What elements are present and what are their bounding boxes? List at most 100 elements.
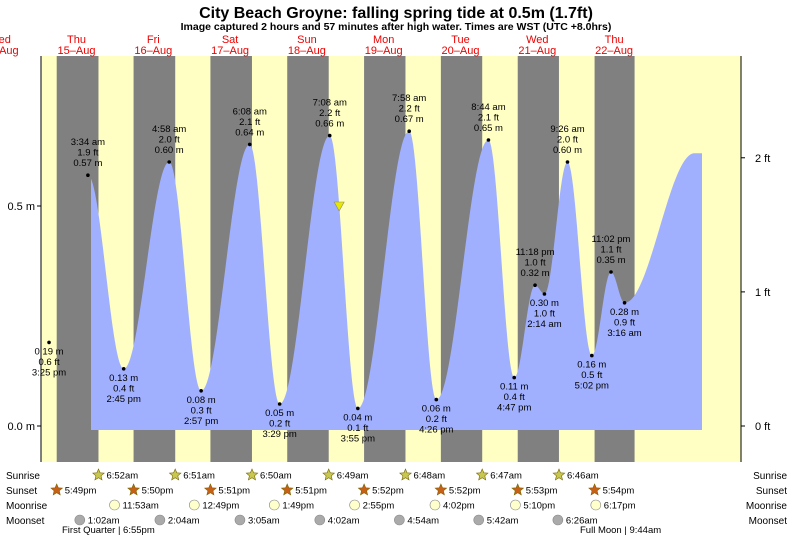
sunrise-star-icon — [552, 468, 566, 481]
moonset-time: 5:42am — [487, 516, 519, 527]
extreme-label: 2.2 ft — [399, 104, 420, 115]
day-label-date: 19–Aug — [365, 45, 403, 57]
moonrise-row-label-right: Moonrise — [746, 501, 788, 512]
sunset-row-label-right: Sunset — [756, 486, 787, 497]
day-label-dow: Fri — [147, 34, 160, 46]
sunset-time: 5:52pm — [372, 486, 404, 497]
extreme-label: 1.1 ft — [600, 245, 621, 256]
day-label-date: 21–Aug — [518, 45, 556, 57]
extreme-label: 3:16 am — [607, 328, 641, 339]
moonset-moon-icon — [74, 514, 86, 526]
sunset-time: 5:51pm — [218, 486, 250, 497]
day-label-date: 18–Aug — [288, 45, 326, 57]
extreme-label: 2.0 ft — [159, 135, 180, 146]
sunrise-time: 6:51am — [183, 471, 215, 482]
sunset-time: 5:51pm — [295, 486, 327, 497]
moonrise-time: 5:10pm — [523, 501, 555, 512]
extreme-label: 3:55 pm — [341, 433, 375, 444]
extreme-point — [533, 283, 537, 288]
sunset-star-icon — [127, 483, 141, 496]
extreme-label: 0.65 m — [474, 123, 503, 134]
day-label-date: 22–Aug — [595, 45, 633, 57]
extreme-point — [512, 375, 517, 380]
left-tick-label: 0.0 m — [7, 421, 35, 433]
sunrise-time: 6:50am — [260, 471, 292, 482]
extreme-label: 11:18 pm — [516, 247, 555, 258]
extreme-label: 0.67 m — [395, 114, 424, 125]
moonrise-moon-icon — [269, 499, 280, 511]
day-label-date: 20–Aug — [442, 45, 480, 57]
sunset-time: 5:52pm — [449, 486, 481, 497]
moonset-moon-icon — [154, 514, 166, 526]
extreme-label: 4:26 pm — [419, 425, 453, 436]
extreme-point — [609, 270, 613, 274]
sunrise-time: 6:47am — [490, 471, 522, 482]
extreme-label: 9:26 am — [550, 124, 584, 135]
right-tick-label: 2 ft — [755, 153, 770, 165]
sunset-star-icon — [434, 483, 448, 496]
extreme-label: 0.32 m — [521, 268, 550, 279]
extreme-point — [407, 129, 411, 133]
moonrise-moon-icon — [429, 499, 441, 511]
moonset-moon-icon — [314, 514, 326, 526]
extreme-label: 0.60 m — [155, 145, 184, 156]
sunset-star-icon — [357, 483, 371, 496]
moon-phase-label: Full Moon | 9:44am — [580, 525, 661, 536]
moonset-time: 6:26am — [566, 516, 598, 527]
day-label-dow: Sat — [222, 34, 239, 46]
moonrise-time: 6:17pm — [604, 501, 636, 512]
extreme-point — [486, 138, 491, 142]
extreme-label: 0.60 m — [553, 145, 582, 156]
extreme-point — [199, 389, 203, 393]
sunset-time: 5:54pm — [603, 486, 635, 497]
extreme-point — [356, 406, 360, 411]
extreme-point — [167, 160, 171, 164]
extreme-label: 2.1 ft — [478, 113, 499, 124]
moonset-time: 1:02am — [88, 516, 120, 527]
day-label-date: 17–Aug — [211, 45, 249, 57]
moonset-time: 3:05am — [248, 516, 280, 527]
extreme-label: 0.08 m — [187, 395, 216, 406]
extreme-point — [434, 397, 439, 402]
extreme-point — [542, 292, 547, 296]
moonrise-moon-icon — [109, 499, 120, 511]
sunset-time: 5:49pm — [65, 486, 97, 497]
extreme-label: 11:02 pm — [592, 234, 631, 245]
extreme-label: 2.0 ft — [557, 135, 578, 146]
current-level-marker — [333, 201, 345, 212]
day-label-date: 15–Aug — [58, 45, 96, 57]
extreme-point — [590, 353, 594, 358]
extreme-label: 1.0 ft — [534, 309, 555, 320]
sunset-star-icon — [280, 483, 294, 496]
day-label-date: 16–Aug — [134, 45, 172, 57]
sunrise-star-icon — [92, 468, 105, 481]
sunrise-time: 6:49am — [337, 471, 369, 482]
extreme-label: 0.2 ft — [426, 414, 447, 425]
chart-subtitle: Image captured 2 hours and 57 minutes af… — [181, 21, 612, 33]
sunset-time: 5:53pm — [526, 486, 558, 497]
day-label-dow: Wed — [526, 34, 548, 46]
extreme-label: 2.1 ft — [239, 117, 260, 128]
sunrise-time: 6:46am — [567, 471, 599, 482]
extreme-label: 2:45 pm — [107, 394, 141, 405]
sunset-time: 5:50pm — [142, 486, 174, 497]
extreme-label: 0.2 ft — [269, 419, 290, 430]
sunrise-star-icon — [475, 468, 489, 481]
sunset-row-label-left: Sunset — [6, 486, 37, 497]
day-label-dow: Thu — [67, 34, 86, 46]
chart-title: City Beach Groyne: falling spring tide a… — [199, 5, 593, 22]
tide-area — [91, 131, 702, 430]
moonset-moon-icon — [473, 514, 485, 526]
extreme-label: 0.3 ft — [191, 405, 212, 416]
sunrise-star-icon — [168, 468, 182, 481]
extreme-label: 0.11 m — [500, 382, 528, 393]
extreme-label: 0.9 ft — [614, 317, 635, 328]
extreme-label: 1.9 ft — [77, 148, 98, 159]
extreme-point — [277, 402, 282, 406]
extreme-label: 4:58 am — [152, 124, 186, 135]
moonrise-time: 12:49pm — [202, 501, 239, 512]
sunset-star-icon — [50, 483, 64, 496]
extreme-label: 0.1 ft — [347, 423, 368, 434]
sunrise-time: 6:52am — [106, 471, 138, 482]
extreme-label: 4:47 pm — [497, 403, 531, 414]
